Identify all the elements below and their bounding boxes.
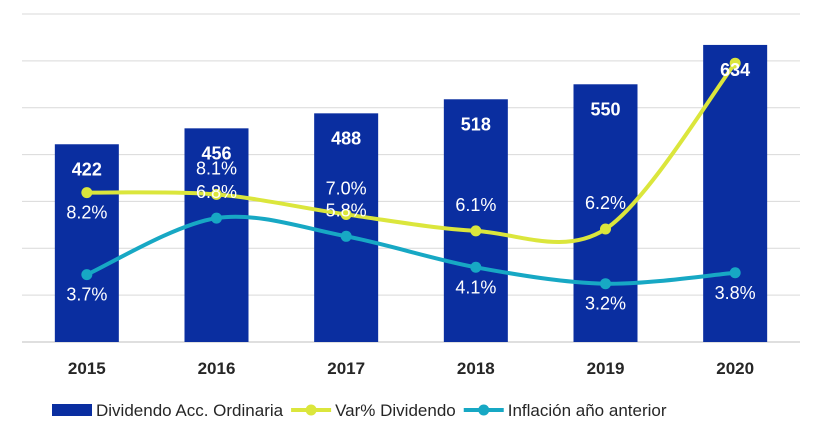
bar-series bbox=[54, 44, 768, 343]
line-point bbox=[600, 278, 611, 290]
line-value-label: 5.8% bbox=[326, 200, 367, 220]
inflacion-line bbox=[86, 214, 736, 286]
legend-label: Var% Dividendo bbox=[335, 401, 456, 420]
bar bbox=[54, 144, 119, 342]
x-tick-label: 2015 bbox=[68, 359, 106, 378]
line-point bbox=[470, 225, 482, 237]
legend-label: Inflación año anterior bbox=[508, 401, 667, 420]
line-series bbox=[81, 57, 741, 290]
x-tick-label: 2018 bbox=[457, 359, 495, 378]
line-value-label: 6.8% bbox=[196, 182, 237, 202]
bar bbox=[184, 128, 249, 342]
line-value-label: 7.0% bbox=[326, 178, 367, 198]
gridlines bbox=[22, 13, 800, 343]
line-point bbox=[81, 187, 93, 199]
line-point bbox=[600, 223, 611, 235]
legend-item: Var% Dividendo bbox=[291, 401, 456, 420]
legend: Dividendo Acc. Ordinaria Var% Dividendo In… bbox=[52, 401, 667, 420]
x-tick-label: 2016 bbox=[198, 359, 236, 378]
legend-item: Inflación año anterior bbox=[463, 401, 667, 420]
line-point bbox=[340, 230, 352, 242]
line-value-label: 4.1% bbox=[455, 277, 496, 297]
line-value-label: 8.2% bbox=[66, 203, 107, 223]
x-axis-ticks: 2015 2016 2017 2018 2019 2020 bbox=[68, 359, 754, 378]
bar-value-label: 456 bbox=[201, 143, 231, 163]
var-dividendo-line bbox=[86, 61, 737, 244]
line-value-label: 6.1% bbox=[455, 195, 496, 215]
line-point bbox=[81, 269, 93, 281]
line-value-label: 3.7% bbox=[66, 285, 107, 305]
line-value-label: 8.1% bbox=[196, 158, 237, 178]
bar bbox=[443, 99, 508, 342]
bar bbox=[314, 113, 379, 342]
legend-swatch bbox=[52, 404, 92, 416]
line-point bbox=[340, 208, 352, 220]
legend-marker bbox=[305, 404, 317, 416]
line-point bbox=[729, 267, 741, 279]
legend-item: Dividendo Acc. Ordinaria bbox=[52, 401, 284, 420]
line-value-label: 3.2% bbox=[585, 294, 626, 314]
data-labels: 422 456 488 518 550 634 8.2% 8.1% 7.0% 6.1% 6.2% 15… bbox=[66, 27, 760, 313]
bar-value-label: 634 bbox=[720, 60, 750, 80]
line-value-label: 6.2% bbox=[585, 193, 626, 213]
bar-value-label: 488 bbox=[331, 128, 361, 148]
line-value-label: 3.8% bbox=[715, 283, 756, 303]
line-value-label: 15.3% bbox=[710, 27, 761, 47]
line-point bbox=[211, 188, 222, 200]
bar-value-label: 550 bbox=[590, 99, 620, 119]
line-point bbox=[211, 212, 222, 224]
bar-value-label: 422 bbox=[72, 159, 102, 179]
line-point bbox=[729, 57, 741, 69]
x-tick-label: 2017 bbox=[327, 359, 365, 378]
x-tick-label: 2020 bbox=[716, 359, 754, 378]
bar-value-label: 518 bbox=[461, 114, 491, 134]
legend-label: Dividendo Acc. Ordinaria bbox=[96, 401, 284, 420]
legend-marker bbox=[478, 404, 490, 416]
line-point bbox=[470, 261, 482, 273]
x-tick-label: 2019 bbox=[587, 359, 625, 378]
